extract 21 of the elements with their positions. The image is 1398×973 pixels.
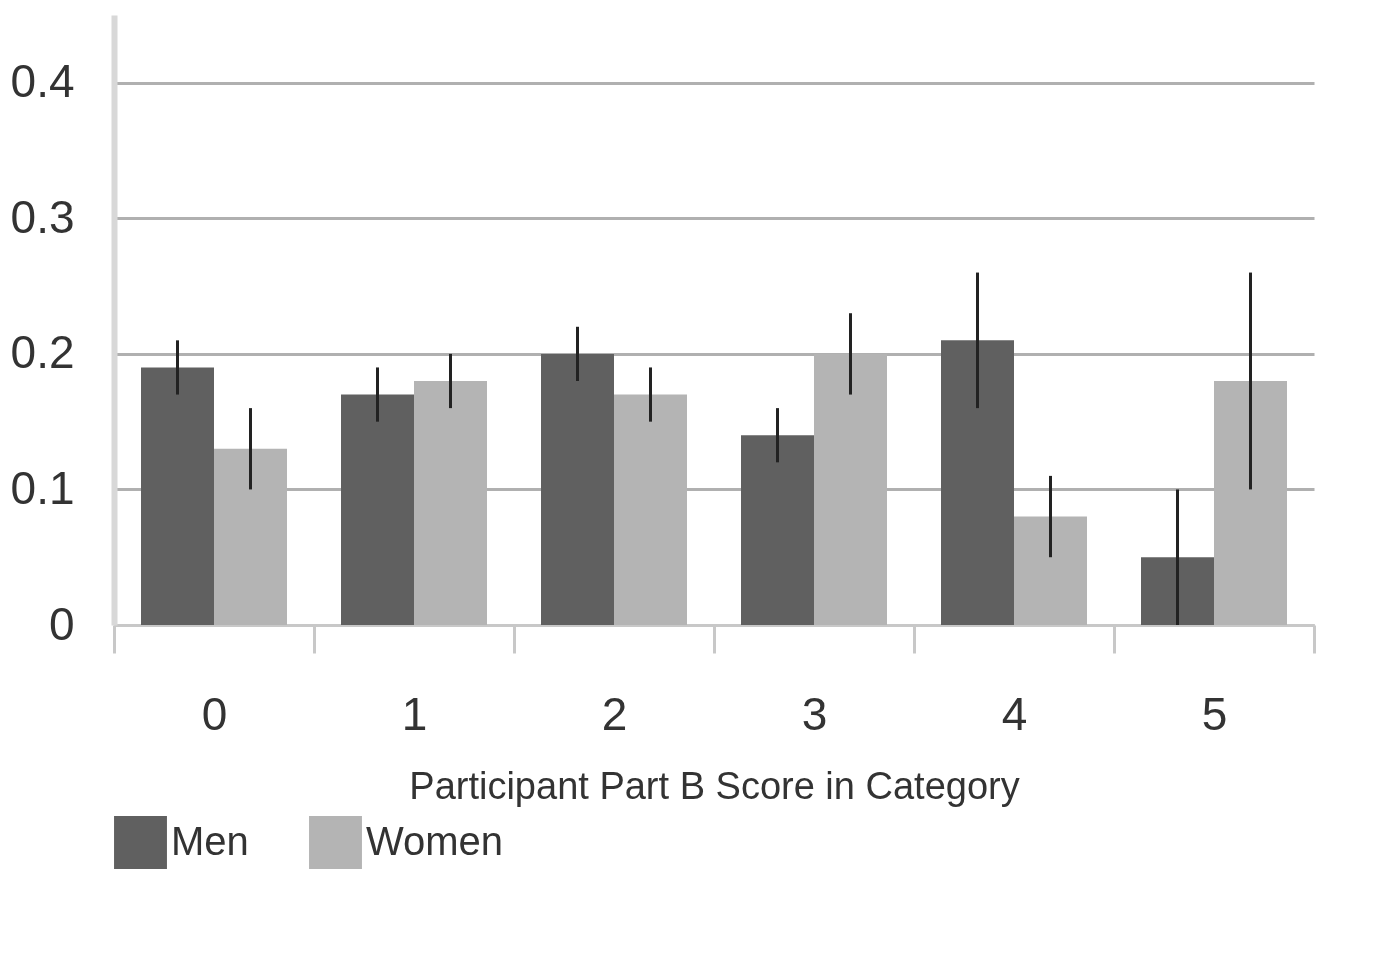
bar [1014,516,1087,625]
x-tick-label: 2 [601,687,628,740]
y-tick-label: 0.1 [10,461,75,514]
x-tick-label: 5 [1201,687,1228,740]
y-tick-label: 0 [48,597,75,650]
x-axis-title: Participant Part B Score in Category [409,764,1020,807]
bar [141,367,214,625]
bar [1141,557,1214,625]
x-tick-label: 0 [201,687,228,740]
y-tick-label: 0.4 [10,55,75,108]
x-tick-label: 4 [1001,687,1028,740]
legend-label: Women [366,818,504,863]
bar [341,394,414,625]
legend-label: Men [171,818,249,863]
y-tick-label: 0.2 [10,326,75,379]
x-tick-label: 3 [801,687,828,740]
bar [741,435,814,625]
bar [541,353,614,625]
y-tick-label: 0.3 [10,190,75,243]
bar [941,340,1014,625]
x-tick-label: 1 [401,687,428,740]
